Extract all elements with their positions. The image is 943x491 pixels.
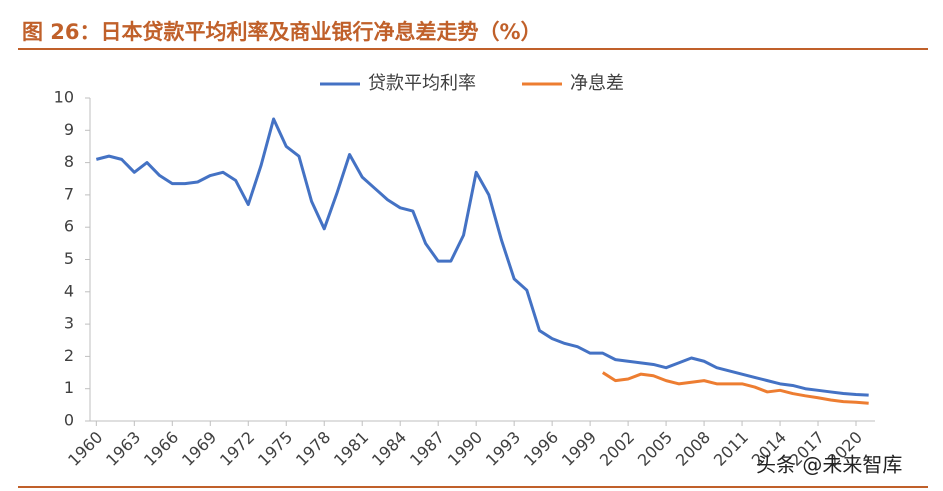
x-tick-label: 2005: [634, 428, 676, 470]
series-line: [95, 117, 869, 397]
y-tick-label: 3: [64, 314, 74, 333]
y-tick-label: 8: [64, 152, 74, 171]
x-tick-label: 1978: [292, 428, 334, 470]
x-tick-label: 2011: [710, 428, 752, 470]
x-tick-label: 1996: [520, 428, 562, 470]
y-tick-label: 10: [54, 88, 74, 107]
legend-label: 净息差: [570, 73, 624, 94]
x-tick-label: 1969: [178, 428, 220, 470]
watermark: 头条 @未来智库: [756, 453, 902, 477]
chart-title: 图 26：日本贷款平均利率及商业银行净息差走势（%）: [22, 20, 542, 44]
x-tick-label: 1975: [254, 428, 296, 470]
x-tick-label: 1990: [444, 428, 486, 470]
x-tick-label: 1993: [482, 428, 524, 470]
x-tick-label: 1981: [330, 428, 372, 470]
y-tick-label: 7: [64, 184, 74, 203]
y-tick-label: 1: [64, 378, 74, 397]
y-tick-label: 6: [64, 217, 74, 236]
y-tick-label: 0: [64, 411, 74, 430]
x-tick-label: 1999: [558, 428, 600, 470]
legend-label: 贷款平均利率: [368, 73, 476, 94]
x-tick-label: 1987: [406, 428, 448, 470]
x-tick-label: 1963: [102, 428, 144, 470]
y-tick-label: 9: [64, 120, 74, 139]
x-tick-label: 2008: [672, 428, 714, 470]
y-tick-label: 2: [64, 346, 74, 365]
x-tick-label: 1960: [64, 428, 106, 470]
series-line: [601, 371, 869, 405]
y-tick-label: 4: [64, 281, 74, 300]
y-tick-label: 5: [64, 249, 74, 268]
x-tick-label: 1966: [140, 428, 182, 470]
x-tick-label: 2002: [596, 428, 638, 470]
x-tick-label: 1972: [216, 428, 258, 470]
x-tick-label: 1984: [368, 428, 410, 470]
